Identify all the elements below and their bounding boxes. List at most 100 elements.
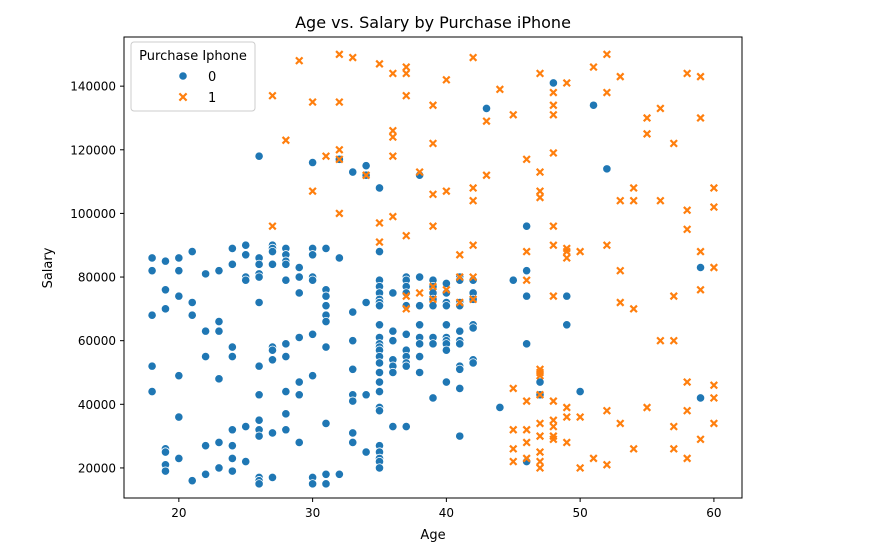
data-point-series-0 [374,246,385,257]
data-point-series-0 [254,259,264,269]
data-point-series-1 [576,412,585,422]
data-point-series-1 [562,403,571,412]
data-point-series-1 [388,152,397,161]
data-point-series-0 [455,326,465,336]
data-point-series-1 [602,406,611,415]
legend-label-1: 1 [208,91,216,106]
data-point-series-1 [428,139,438,148]
data-point-series-1 [549,148,558,158]
data-point-series-1 [669,139,678,148]
data-point-series-0 [508,275,518,285]
data-point-series-1 [602,50,611,59]
data-point-series-1 [562,412,571,422]
data-point-series-0 [441,301,451,311]
data-point-series-0 [214,437,224,448]
data-point-series-0 [174,253,184,263]
data-point-series-1 [335,145,344,154]
data-point-series-0 [588,100,599,110]
data-point-series-0 [441,278,451,289]
data-point-series-0 [374,463,385,473]
x-axis-label: Age [420,528,445,543]
data-point-series-1 [616,72,625,81]
data-point-series-0 [267,246,278,257]
data-point-series-0 [281,386,291,397]
data-point-series-1 [709,263,718,272]
data-point-series-0 [321,316,331,327]
data-point-series-0 [374,358,385,368]
data-point-series-1 [535,457,545,466]
data-point-series-1 [589,62,598,72]
data-point-series-0 [281,409,291,419]
data-point-series-1 [509,457,518,466]
data-point-series-1 [428,101,438,110]
data-point-series-0 [267,259,278,269]
data-point-series-0 [227,351,237,362]
data-point-series-0 [147,310,157,320]
data-point-series-1 [402,231,411,240]
data-point-series-0 [200,469,211,479]
data-point-series-1 [656,336,665,345]
data-point-series-1 [442,285,451,294]
data-point-series-0 [468,323,478,333]
data-point-series-0 [174,412,184,422]
data-point-series-1 [482,171,491,180]
data-point-series-1 [669,422,678,431]
data-point-series-0 [348,336,358,346]
data-point-series-0 [254,390,264,400]
data-point-series-0 [308,329,318,339]
data-point-series-1 [549,397,558,406]
data-point-series-1 [402,91,411,100]
data-point-series-1 [709,183,718,193]
data-point-series-0 [348,428,358,438]
data-point-series-1 [562,247,571,256]
data-point-series-1 [562,78,571,88]
data-point-series-1 [549,422,558,431]
data-point-series-1 [535,167,545,177]
data-point-series-1 [295,56,304,65]
data-point-series-1 [549,101,558,110]
data-point-series-0 [388,288,398,298]
data-point-series-0 [401,361,411,371]
data-point-series-1 [522,247,531,256]
data-point-series-1 [442,187,451,196]
data-point-series-1 [308,187,317,196]
data-point-series-0 [241,240,251,250]
data-point-series-1 [562,438,571,447]
data-point-series-1 [549,88,558,97]
data-point-series-1 [442,75,451,84]
data-point-series-1 [616,419,625,428]
data-point-series-0 [227,453,237,463]
data-point-series-1 [549,435,558,444]
data-point-series-1 [375,59,384,68]
data-point-series-1 [415,167,424,177]
data-point-series-0 [348,364,358,374]
data-point-series-1 [549,110,558,119]
data-point-series-0 [174,291,184,301]
data-point-series-0 [254,272,264,282]
data-point-series-0 [415,367,425,378]
data-point-series-0 [308,157,318,168]
legend: Purchase Iphone 0 1 [130,41,256,112]
data-point-series-0 [267,345,278,355]
legend-label-0: 0 [208,70,216,85]
data-point-series-1 [642,113,652,123]
data-point-series-1 [576,463,585,473]
data-point-series-0 [294,377,304,387]
data-point-series-0 [187,310,197,320]
data-point-series-0 [415,351,425,362]
data-point-series-0 [200,441,211,451]
data-point-series-0 [455,339,465,349]
data-point-series-1 [535,432,545,441]
data-point-series-1 [509,384,518,393]
data-point-series-1 [683,454,692,463]
data-point-series-1 [268,222,277,231]
data-point-series-0 [174,266,184,276]
data-point-series-1 [629,196,638,205]
data-point-series-1 [428,295,438,304]
data-point-series-1 [629,444,638,453]
data-point-series-0 [187,297,197,308]
data-point-series-1 [549,416,558,425]
x-tick-label: 40 [439,506,454,520]
data-point-series-1 [495,85,504,94]
data-point-series-0 [281,259,291,269]
